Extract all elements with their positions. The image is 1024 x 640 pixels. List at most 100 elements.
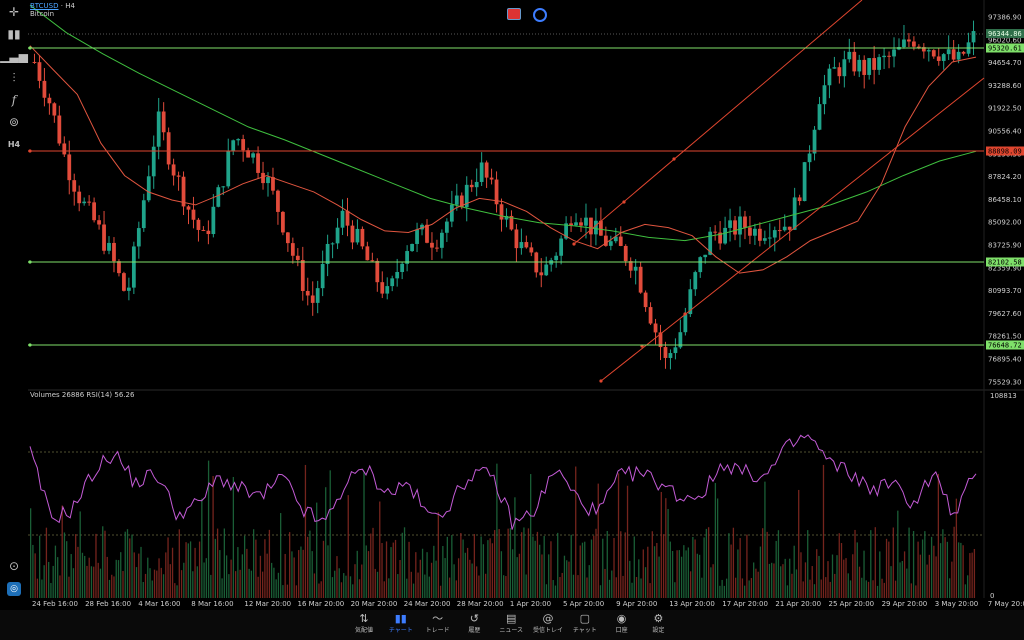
candle-body[interactable] <box>599 220 603 236</box>
candle-body[interactable] <box>479 162 484 182</box>
candle-body[interactable] <box>151 146 156 177</box>
candle-body[interactable] <box>837 67 842 77</box>
candle-body[interactable] <box>916 46 921 48</box>
candle-body[interactable] <box>469 184 474 188</box>
candle-body[interactable] <box>733 220 737 235</box>
candle-body[interactable] <box>529 247 534 253</box>
candle-body[interactable] <box>857 59 862 72</box>
candle-body[interactable] <box>668 353 673 358</box>
candle-body[interactable] <box>444 221 449 233</box>
bar-chart-icon[interactable]: ▁▃▅ <box>0 49 28 63</box>
candle-body[interactable] <box>449 204 454 222</box>
candle-body[interactable] <box>673 347 678 354</box>
candle-body[interactable] <box>365 246 370 261</box>
candle-body[interactable] <box>782 226 787 231</box>
candle-body[interactable] <box>146 176 151 201</box>
candle-body[interactable] <box>564 223 568 239</box>
candle-body[interactable] <box>698 257 703 273</box>
price-chart[interactable]: 97386.90 96020.60 94654.70 93288.60 91922.50… <box>0 0 1024 610</box>
candle-body[interactable] <box>718 232 723 244</box>
candle-body[interactable] <box>484 162 489 178</box>
candle-body[interactable] <box>613 236 618 242</box>
tab-news[interactable]: ▤ ニュース <box>493 612 529 638</box>
candle-body[interactable] <box>122 273 126 291</box>
candle-body[interactable] <box>653 323 658 333</box>
candle-body[interactable] <box>395 271 400 279</box>
candle-body[interactable] <box>822 85 827 105</box>
candle-body[interactable] <box>748 227 752 236</box>
candle-body[interactable] <box>658 332 663 348</box>
candle-body[interactable] <box>281 211 285 233</box>
candle-body[interactable] <box>504 215 509 220</box>
candle-body[interactable] <box>345 210 350 226</box>
candle-body[interactable] <box>921 47 926 52</box>
candle-body[interactable] <box>956 51 961 60</box>
candle-body[interactable] <box>464 184 469 208</box>
level-anchor-point[interactable] <box>28 46 32 50</box>
candle-body[interactable] <box>236 139 241 141</box>
candle-body[interactable] <box>539 272 544 276</box>
candle-body[interactable] <box>812 129 817 154</box>
crosshair-icon[interactable]: ✛ <box>8 5 20 19</box>
candle-body[interactable] <box>435 247 439 249</box>
candle-body[interactable] <box>62 143 67 155</box>
candle-body[interactable] <box>499 204 504 220</box>
candle-body[interactable] <box>589 217 593 235</box>
candle-body[interactable] <box>430 242 434 248</box>
candle-body[interactable] <box>340 210 345 228</box>
candle-body[interactable] <box>648 307 653 324</box>
candle-body[interactable] <box>191 209 196 220</box>
channel-anchor-point[interactable] <box>622 200 626 204</box>
candle-body[interactable] <box>777 230 782 232</box>
candle-body[interactable] <box>72 180 77 192</box>
candle-body[interactable] <box>335 227 340 244</box>
candle-body[interactable] <box>295 255 300 261</box>
candle-body[interactable] <box>882 55 886 58</box>
candle-body[interactable] <box>196 219 201 230</box>
candle-body[interactable] <box>290 243 295 256</box>
channel-lower-line[interactable] <box>600 77 985 382</box>
candle-body[interactable] <box>728 220 732 228</box>
candle-body[interactable] <box>226 150 231 187</box>
function-icon[interactable]: f <box>11 93 17 107</box>
candle-body[interactable] <box>489 177 494 180</box>
candle-body[interactable] <box>757 228 762 241</box>
candle-body[interactable] <box>266 177 270 184</box>
candle-body[interactable] <box>241 139 246 151</box>
candle-body[interactable] <box>877 57 881 70</box>
candle-body[interactable] <box>285 232 290 244</box>
candle-body[interactable] <box>817 104 822 130</box>
candle-body[interactable] <box>961 51 966 54</box>
candle-body[interactable] <box>767 237 772 239</box>
candle-body[interactable] <box>608 241 613 246</box>
candle-body[interactable] <box>633 266 638 271</box>
channel-anchor-point[interactable] <box>672 157 676 161</box>
broker-logo-icon[interactable]: ◎ <box>7 582 21 596</box>
candle-body[interactable] <box>221 186 226 188</box>
candle-body[interactable] <box>842 59 847 77</box>
candle-body[interactable] <box>584 217 588 226</box>
candle-body[interactable] <box>251 153 255 158</box>
candle-body[interactable] <box>772 230 777 238</box>
candle-body[interactable] <box>971 31 976 43</box>
candle-body[interactable] <box>57 115 62 144</box>
candle-body[interactable] <box>131 246 136 288</box>
candle-body[interactable] <box>37 62 42 81</box>
tab-history[interactable]: ↺ 履歴 <box>456 612 492 638</box>
candle-body[interactable] <box>693 272 698 290</box>
candle-body[interactable] <box>271 177 275 191</box>
candle-body[interactable] <box>390 278 395 287</box>
candle-body[interactable] <box>638 266 643 293</box>
candle-body[interactable] <box>579 222 583 226</box>
candle-body[interactable] <box>305 290 310 296</box>
candle-body[interactable] <box>524 242 529 248</box>
candle-body[interactable] <box>256 153 260 173</box>
candle-body[interactable] <box>862 59 867 75</box>
level-anchor-point[interactable] <box>28 149 32 153</box>
candle-body[interactable] <box>310 295 315 303</box>
candle-body[interactable] <box>330 243 335 245</box>
candle-body[interactable] <box>907 39 911 42</box>
candle-body[interactable] <box>181 176 186 207</box>
candle-body[interactable] <box>156 111 161 147</box>
candle-body[interactable] <box>459 195 464 208</box>
